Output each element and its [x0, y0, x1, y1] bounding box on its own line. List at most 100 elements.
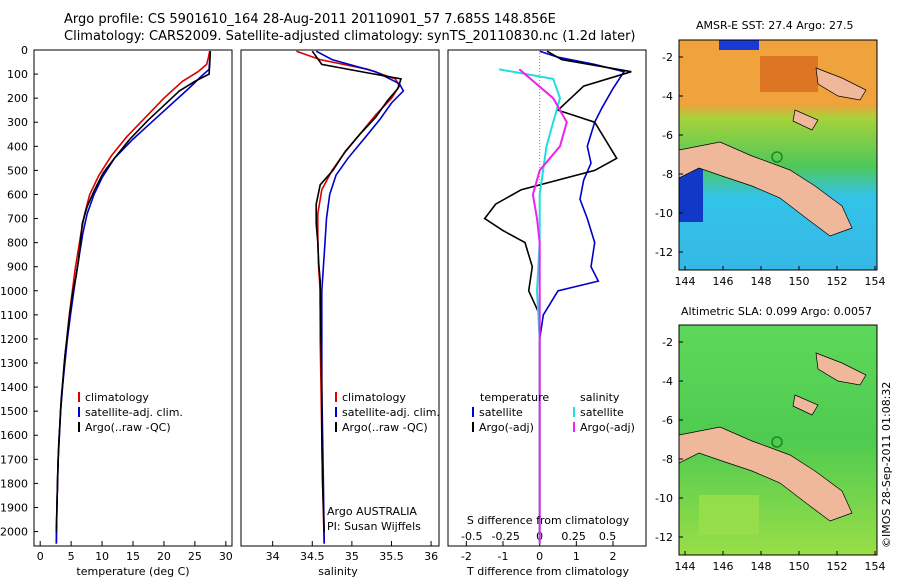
depth-tick-label: 1000	[0, 285, 28, 298]
depth-tick-label: 1700	[0, 453, 28, 466]
map-y-tick-label: -4	[662, 90, 673, 103]
x-tick-label: 10	[95, 550, 109, 563]
map-y-tick-label: -8	[662, 453, 673, 466]
depth-tick-label: 1200	[0, 333, 28, 346]
map-y-tick-label: -2	[662, 336, 673, 349]
sst-map: 144 146 148 150 152 154 -2 -4 -6 -8 -10 -12	[655, 39, 886, 288]
s-difference-label: S difference from climatology	[467, 514, 630, 527]
depth-tick-label: 400	[7, 140, 28, 153]
legend-label: Argo(-adj)	[479, 421, 534, 434]
depth-tick-label: 200	[7, 92, 28, 105]
x-tick-label: 15	[126, 550, 140, 563]
salinity-legend: climatology satellite-adj. clim. Argo(..ra…	[335, 391, 440, 434]
difference-legend: temperature salinity satellite Argo(-adj) sa…	[472, 391, 635, 434]
map-x-tick-label: 148	[751, 275, 772, 288]
map-y-tick-label: -12	[655, 246, 673, 259]
map-x-tick-label: 152	[827, 275, 848, 288]
sla-map-axes: 144 146 148 150 152 154 -2 -4 -6 -8 -10 -12	[655, 336, 885, 573]
x-tick-label: 34.5	[300, 550, 325, 563]
legend-label: Argo(..raw -QC)	[342, 421, 428, 434]
salinity-profiles	[296, 50, 405, 544]
island-sst	[792, 109, 819, 131]
x-tick-label: 36	[424, 550, 438, 563]
map-x-tick-label: 146	[713, 275, 734, 288]
salinity-plot-frame	[240, 49, 440, 547]
difference-plot-frame	[447, 49, 647, 547]
map-y-tick-label: -2	[662, 51, 673, 64]
argo-location-marker	[771, 151, 783, 163]
sla-map-frame	[678, 324, 878, 556]
x-tick-label: 35.5	[379, 550, 404, 563]
x-tick-label: 34	[266, 550, 280, 563]
depth-tick-label: 900	[7, 261, 28, 274]
salinity-xlabel: salinity	[318, 565, 358, 578]
s-diff-series-argo-adj-	[518, 68, 568, 544]
s-tick-label: 0.25	[561, 530, 586, 543]
depth-tick-label: 700	[7, 213, 28, 226]
map-x-tick-label: 152	[827, 560, 848, 573]
temperature-series-argo-raw-qc-	[55, 51, 212, 532]
depth-tick-label: 600	[7, 188, 28, 201]
legend-label: satellite-adj. clim.	[342, 406, 440, 419]
depth-tick-label: 1400	[0, 381, 28, 394]
x-tick-label: 1	[573, 550, 580, 563]
island-sla	[792, 394, 819, 416]
salinity-x-axis: 34 34.5 35 35.5 36	[266, 541, 438, 563]
x-tick-label: -1	[498, 550, 509, 563]
argo-credit-line1: Argo AUSTRALIA	[327, 505, 417, 518]
depth-tick-label: 1900	[0, 501, 28, 514]
depth-tick-label: 2000	[0, 526, 28, 539]
temperature-plot-frame	[33, 49, 233, 547]
legend-label: satellite-adj. clim.	[85, 406, 183, 419]
argo-credit-line2: PI: Susan Wijffels	[327, 520, 421, 533]
sla-map: 144 146 148 150 152 154 -2 -4 -6 -8 -10 -12	[655, 324, 886, 573]
map-x-tick-label: 148	[751, 560, 772, 573]
x-tick-label: 25	[188, 550, 202, 563]
map-x-tick-label: 150	[789, 560, 810, 573]
s-tick-label: 0.5	[599, 530, 617, 543]
legend-label: Argo(..raw -QC)	[85, 421, 171, 434]
depth-tick-label: 500	[7, 164, 28, 177]
temperature-x-axis: 0 5 10 15 20 25 30	[37, 541, 233, 563]
map-y-tick-label: -10	[655, 207, 673, 220]
legend-label: climatology	[342, 391, 406, 404]
legend-label: satellite	[580, 406, 624, 419]
legend-label: satellite	[479, 406, 523, 419]
sla-high-patch	[699, 495, 759, 535]
x-tick-label: 35	[345, 550, 359, 563]
depth-tick-label: 300	[7, 116, 28, 129]
t-diff-series-argo-adj-	[483, 50, 632, 532]
map-x-tick-label: 150	[789, 275, 810, 288]
difference-panel: -2 -1 0 1 2-0.5 -0.25 0 0.25 0.5 temperature sali…	[447, 49, 647, 578]
land-png-sst	[679, 141, 853, 237]
t-difference-label: T difference from climatology	[466, 565, 629, 578]
figure-subtitle: Climatology: CARS2009. Satellite-adjuste…	[64, 29, 636, 44]
depth-tick-label: 1100	[0, 309, 28, 322]
legend-header: temperature	[480, 391, 549, 404]
map-x-tick-label: 144	[675, 275, 696, 288]
depth-tick-label: 0	[21, 44, 28, 57]
map-y-tick-label: -8	[662, 168, 673, 181]
map-x-tick-label: 146	[713, 560, 734, 573]
sst-map-axes: 144 146 148 150 152 154 -2 -4 -6 -8 -10 -12	[655, 51, 885, 288]
temperature-xlabel: temperature (deg C)	[76, 565, 189, 578]
map-y-tick-label: -12	[655, 531, 673, 544]
map-y-tick-label: -6	[662, 414, 673, 427]
depth-tick-label: 800	[7, 237, 28, 250]
cold-patch-top	[719, 40, 759, 50]
map-y-tick-label: -6	[662, 129, 673, 142]
salinity-panel: 34 34.5 35 35.5 36 climatology satellite-adj.…	[240, 49, 440, 578]
land-png-sla	[679, 426, 853, 522]
depth-tick-label: 100	[7, 68, 28, 81]
x-tick-label: 30	[219, 550, 233, 563]
salinity-series-argo-raw-qc-	[311, 50, 403, 532]
legend-label: Argo(-adj)	[580, 421, 635, 434]
map-x-tick-label: 144	[675, 560, 696, 573]
depth-tick-label: 1300	[0, 357, 28, 370]
map-y-tick-label: -4	[662, 375, 673, 388]
sla-map-title: Altimetric SLA: 0.099 Argo: 0.0057	[681, 305, 873, 318]
temperature-panel: 0 100 200 300 400 500 600 700 800 900 1000 1100 1200…	[0, 44, 452, 578]
land-newbritain-sst	[815, 67, 867, 101]
map-x-tick-label: 154	[865, 275, 886, 288]
argo-location-marker-sla	[771, 436, 783, 448]
